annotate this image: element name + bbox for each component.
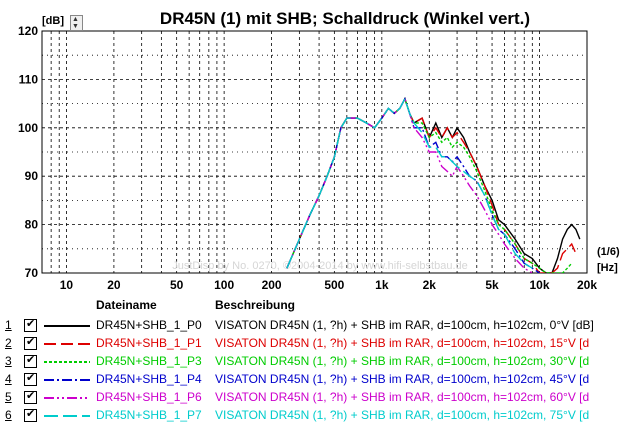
legend-row-number: 5 [5,390,12,404]
legend-filename: DR45N+SHB_1_P1 [96,336,202,350]
legend-description: VISATON DR45N (1, ?h) + SHB im RAR, d=10… [215,318,594,332]
x-tick-label: 10k [530,278,550,292]
chart-title: DR45N (1) mit SHB; Schalldruck (Winkel v… [160,9,530,28]
x-tick-label: 100 [214,278,234,292]
checkmark-icon: ✔ [26,408,36,420]
checkmark-icon: ✔ [26,354,36,366]
x-tick-label: 50 [170,278,184,292]
legend-checkbox[interactable]: ✔ [24,408,37,422]
legend-line-sample [44,325,90,327]
legend-row: 2 ✔ DR45N+SHB_1_P1 VISATON DR45N (1, ?h) + … [0,335,624,353]
smoothing-label: (1/6) [597,246,620,258]
y-tick-label: 80 [25,218,39,232]
x-tick-label: 20 [107,278,121,292]
x-axis-unit: [Hz] [597,262,618,274]
legend-row: 3 ✔ DR45N+SHB_1_P3 VISATON DR45N (1, ?h) + … [0,353,624,371]
legend-description: VISATON DR45N (1, ?h) + SHB im RAR, d=10… [215,336,590,350]
legend-row-number: 1 [5,318,12,332]
legend-header-file: Dateiname [96,298,157,312]
y-tick-label: 70 [25,266,39,280]
grid-lines [42,31,587,273]
legend-row-number: 2 [5,336,12,350]
legend-checkbox[interactable]: ✔ [24,336,37,350]
legend-line-sample [44,343,90,345]
legend-row: 1 ✔ DR45N+SHB_1_P0 VISATON DR45N (1, ?h) + … [0,317,624,335]
y-tick-label: 110 [19,72,39,86]
legend-row: 5 ✔ DR45N+SHB_1_P6 VISATON DR45N (1, ?h) + … [0,389,624,407]
legend-line-sample [44,415,90,417]
legend-filename: DR45N+SHB_1_P3 [96,354,202,368]
y-tick-label: 120 [18,24,38,38]
legend-filename: DR45N+SHB_1_P4 [96,372,202,386]
x-tick-label: 20k [577,278,597,292]
x-tick-label: 500 [324,278,344,292]
checkmark-icon: ✔ [26,336,36,348]
y-unit-spinner[interactable]: ▲ ▼ [70,15,83,31]
legend-row-number: 3 [5,354,12,368]
legend-row: 4 ✔ DR45N+SHB_1_P4 VISATON DR45N (1, ?h) + … [0,371,624,389]
legend-description: VISATON DR45N (1, ?h) + SHB im RAR, d=10… [215,354,590,368]
legend-row-number: 6 [5,408,12,422]
legend-line-sample [44,397,90,399]
series-lines [286,97,581,273]
legend-filename: DR45N+SHB_1_P6 [96,390,202,404]
legend-line-sample [44,361,90,363]
checkmark-icon: ✔ [26,390,36,402]
axis-ticks: 70 80 90 100 110 120 10 20 50 100 200 500 1k 2k 5k 10k 2… [18,24,597,292]
legend-table: Dateiname Beschreibung 1 ✔ DR45N+SHB_1_P0 V… [0,295,624,422]
legend-description: VISATON DR45N (1, ?h) + SHB im RAR, d=10… [215,372,590,386]
y-tick-label: 100 [18,121,38,135]
spin-up-icon[interactable]: ▲ [72,16,79,23]
legend-row: 6 ✔ DR45N+SHB_1_P7 VISATON DR45N (1, ?h) + … [0,407,624,425]
legend-description: VISATON DR45N (1, ?h) + SHB im RAR, d=10… [215,408,590,422]
legend-filename: DR45N+SHB_1_P7 [96,408,202,422]
legend-header-desc: Beschreibung [215,298,296,312]
legend-description: VISATON DR45N (1, ?h) + SHB im RAR, d=10… [215,390,590,404]
x-tick-label: 200 [262,278,282,292]
frequency-response-chart: DR45N (1) mit SHB; Schalldruck (Winkel v… [18,9,620,292]
legend-filename: DR45N+SHB_1_P0 [96,318,202,332]
x-tick-label: 1k [375,278,389,292]
x-tick-label: 2k [423,278,437,292]
legend-line-sample [44,379,90,381]
x-tick-label: 5k [485,278,499,292]
y-tick-label: 90 [25,169,39,183]
y-axis-unit: [dB] [42,15,64,27]
watermark: JustDisp by No. 0270, ©2004-2014 by www.… [172,260,468,272]
legend-checkbox[interactable]: ✔ [24,390,37,404]
legend-checkbox[interactable]: ✔ [24,318,37,332]
x-tick-label: 10 [60,278,74,292]
spin-down-icon[interactable]: ▼ [72,23,79,30]
legend-checkbox[interactable]: ✔ [24,354,37,368]
series-line-6 [286,97,533,269]
legend-row-number: 4 [5,372,12,386]
legend-checkbox[interactable]: ✔ [24,372,37,386]
checkmark-icon: ✔ [26,372,36,384]
checkmark-icon: ✔ [26,318,36,330]
